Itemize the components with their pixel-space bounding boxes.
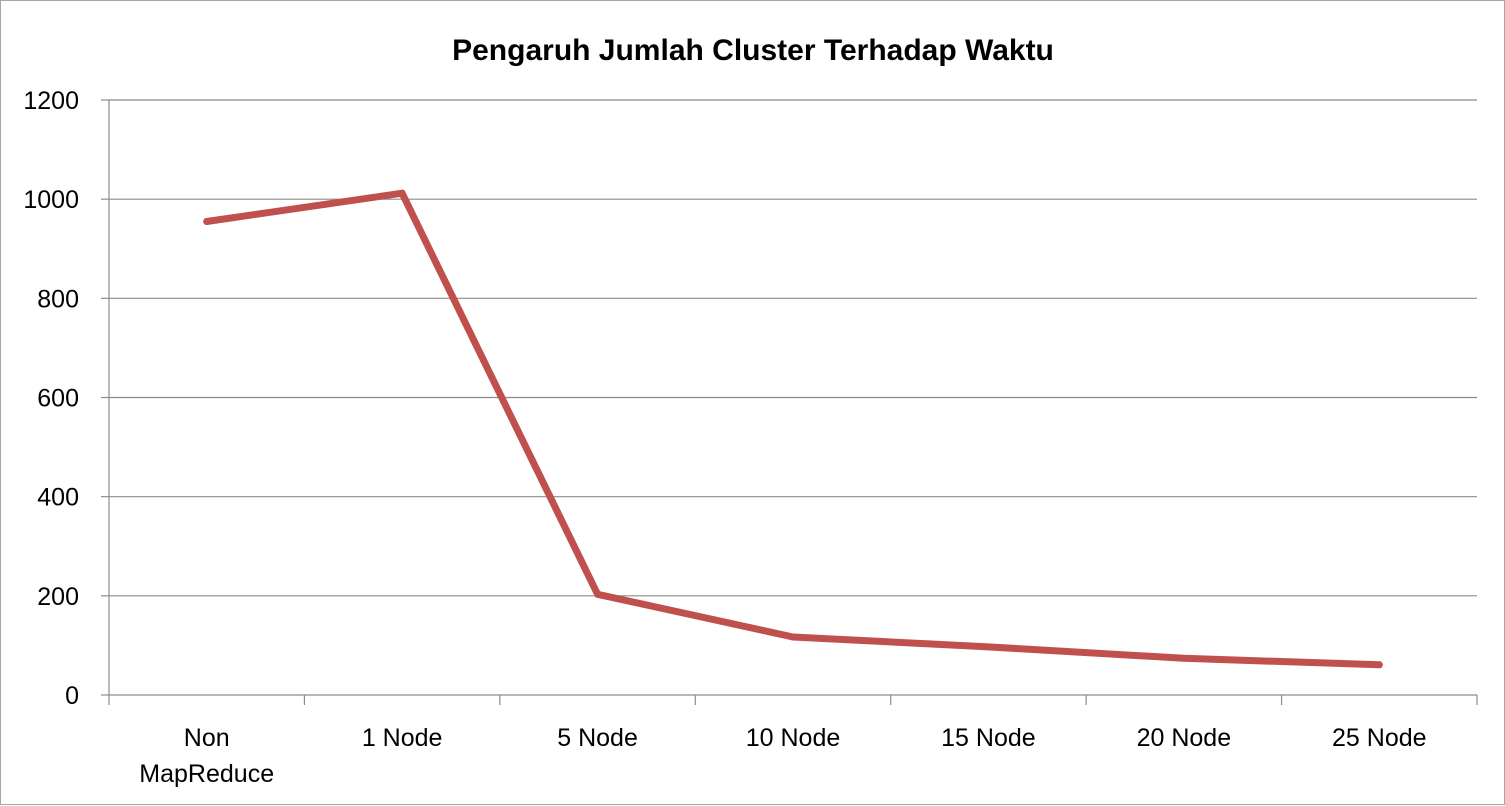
y-tick-label-1200: 1200	[23, 87, 79, 115]
y-axis-tick-labels: 0 200 400 600 800 1000 1200	[23, 87, 79, 710]
data-point-0-3	[789, 633, 797, 641]
x-tick-label-6: 25 Node	[1332, 724, 1427, 752]
chart-title: Pengaruh Jumlah Cluster Terhadap Waktu	[452, 34, 1054, 67]
gridlines	[109, 99, 1477, 597]
y-tick-label-0: 0	[65, 682, 79, 710]
data-point-0-5	[1180, 654, 1188, 662]
series-line-0	[203, 189, 1383, 669]
x-tick-label-3: 10 Node	[746, 724, 841, 752]
x-tick-label-4: 15 Node	[941, 724, 1036, 752]
y-tick-label-600: 600	[37, 385, 79, 413]
data-point-0-6	[1375, 661, 1383, 669]
y-tick-label-1000: 1000	[23, 186, 79, 214]
x-tick-label-2: 5 Node	[557, 724, 638, 752]
x-tick-label-5: 20 Node	[1137, 724, 1232, 752]
y-tick-label-400: 400	[37, 484, 79, 512]
axes	[101, 99, 1478, 705]
x-tick-label-0: Non MapReduce	[139, 724, 274, 788]
data-point-0-2	[594, 590, 602, 598]
y-tick-label-800: 800	[37, 285, 79, 313]
y-tick-label-200: 200	[37, 583, 79, 611]
data-point-0-0	[203, 217, 211, 225]
x-tick-label-1: 1 Node	[362, 724, 443, 752]
series-layer	[203, 189, 1383, 669]
data-point-0-1	[398, 189, 406, 197]
x-axis-tick-labels: Non MapReduce 1 Node 5 Node 10 Node 15 Node 20…	[139, 724, 1426, 788]
data-point-0-4	[984, 643, 992, 651]
